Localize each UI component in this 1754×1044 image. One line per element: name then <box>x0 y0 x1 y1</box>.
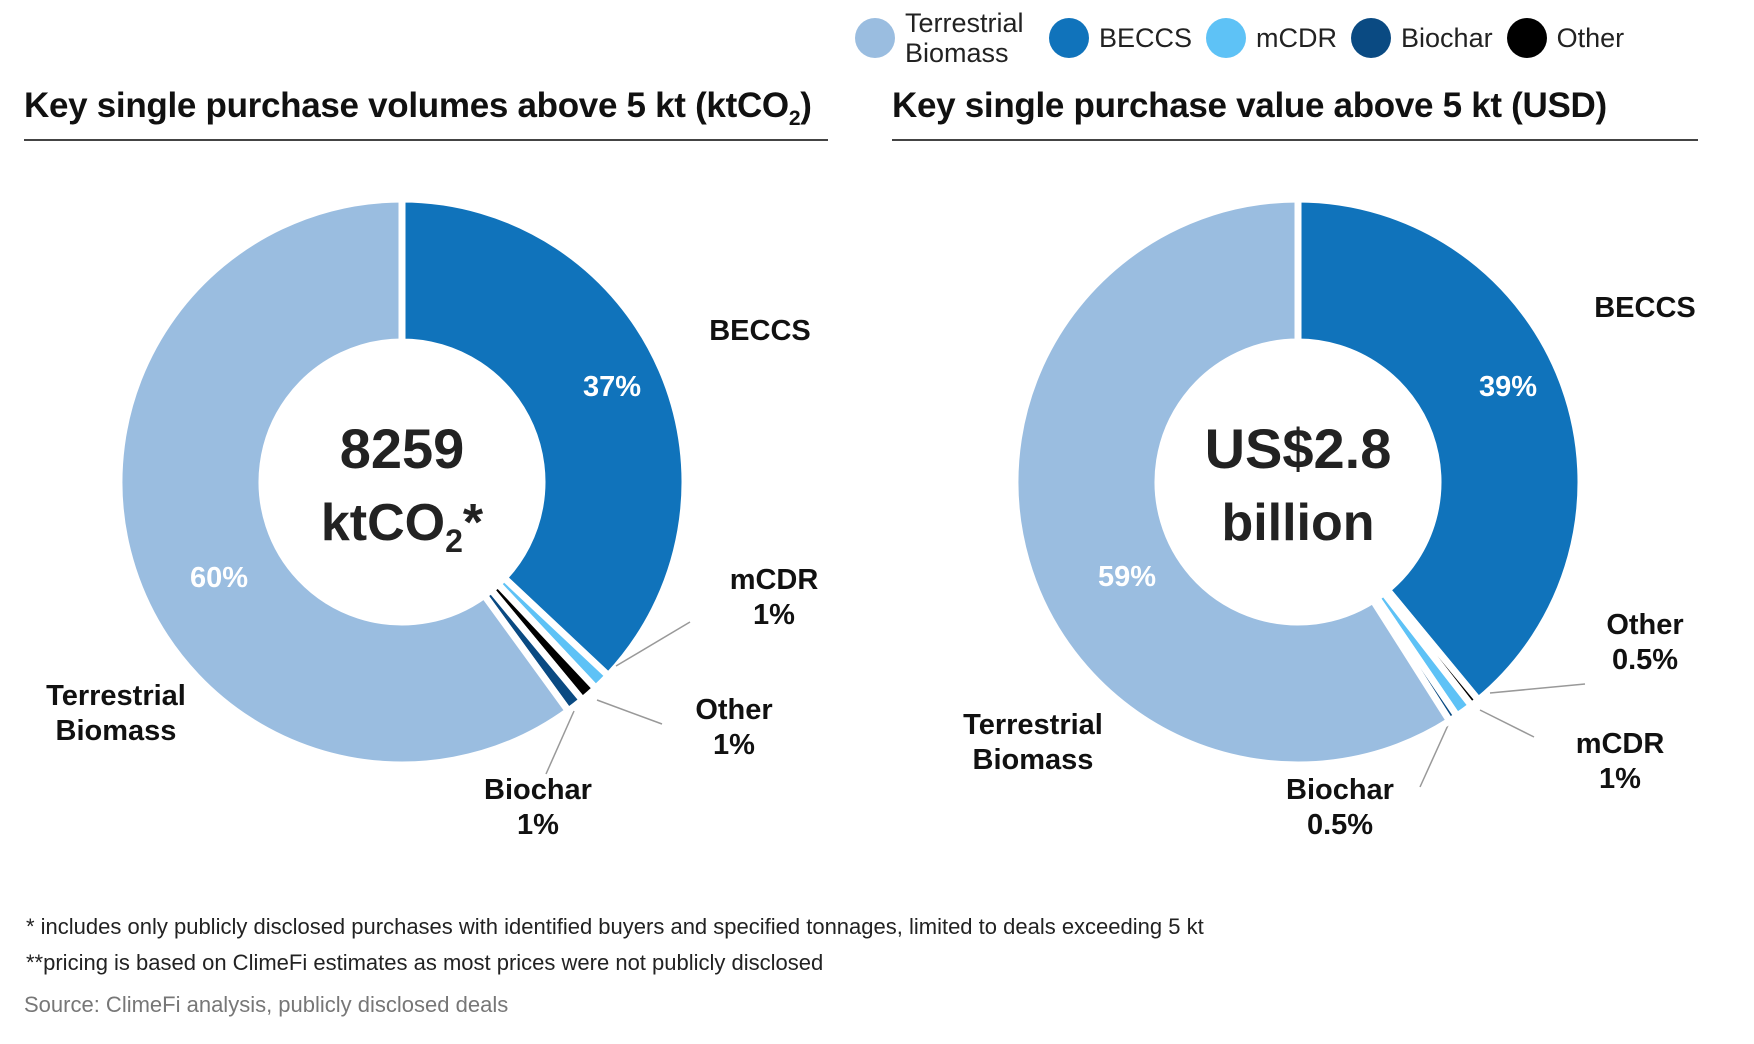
left-chart-title: Key single purchase volumes above 5 kt (… <box>24 86 812 130</box>
leader-line <box>545 710 575 775</box>
leader-line <box>1489 683 1586 694</box>
legend-swatch <box>1049 18 1089 58</box>
slice-value-label: 37% <box>583 371 641 403</box>
legend-item-terrestrial-biomass: Terrestrial Biomass <box>855 8 1035 68</box>
legend-swatch <box>1206 18 1247 58</box>
legend: Terrestrial Biomass BECCS mCDR Biochar O… <box>855 8 1624 68</box>
slice-category-label: Terrestrial Biomass <box>963 709 1103 776</box>
source-note: Source: ClimeFi analysis, publicly discl… <box>24 992 509 1017</box>
leader-line <box>1419 722 1450 788</box>
footnote-2: **pricing is based on ClimeFi estimates … <box>26 950 824 975</box>
legend-label: Terrestrial Biomass <box>905 8 1024 68</box>
leader-line <box>1479 709 1535 738</box>
center-total-label: 8259 <box>340 417 465 480</box>
slice-category-label: mCDR 1% <box>730 564 819 631</box>
slice-category-label: Other 1% <box>695 694 772 761</box>
slice-category-label: BECCS <box>709 315 811 347</box>
slice-category-label: Terrestrial Biomass <box>46 680 186 747</box>
slice-value-label: 59% <box>1098 561 1156 593</box>
slice-beccs <box>1294 195 1585 705</box>
legend-item-beccs: BECCS <box>1049 18 1192 58</box>
slice-category-label: mCDR 1% <box>1576 728 1665 795</box>
right-title-rule <box>892 139 1698 141</box>
legend-swatch <box>1351 18 1392 58</box>
footnote-1: * includes only publicly disclosed purch… <box>26 914 1204 939</box>
legend-label: BECCS <box>1099 23 1193 53</box>
slice-category-label: Biochar 1% <box>484 774 592 841</box>
center-unit-label: ktCO2* <box>321 494 484 559</box>
center-unit-label: billion <box>1221 494 1374 552</box>
slice-beccs <box>398 195 689 681</box>
legend-label: Other <box>1556 23 1625 53</box>
legend-label: Biochar <box>1401 23 1493 53</box>
slice-category-label: BECCS <box>1594 292 1696 324</box>
slice-category-label: Biochar 0.5% <box>1286 774 1394 841</box>
center-total-label: US$2.8 <box>1205 417 1392 480</box>
legend-item-biochar: Biochar <box>1351 18 1493 58</box>
legend-swatch <box>855 18 895 58</box>
legend-item-mcdr: mCDR <box>1206 18 1337 58</box>
legend-item-other: Other <box>1506 18 1625 58</box>
legend-label: mCDR <box>1256 23 1338 53</box>
leader-line <box>596 699 663 725</box>
leader-line <box>615 621 691 667</box>
slice-value-label: 39% <box>1479 371 1537 403</box>
left-title-rule <box>24 139 828 141</box>
slice-category-label: Other 0.5% <box>1606 609 1683 676</box>
legend-swatch <box>1506 18 1547 58</box>
slice-terrestrial-biomass <box>1011 195 1455 769</box>
slice-terrestrial-biomass <box>115 195 574 769</box>
slice-value-label: 60% <box>190 562 248 594</box>
right-chart-title: Key single purchase value above 5 kt (US… <box>892 86 1607 125</box>
